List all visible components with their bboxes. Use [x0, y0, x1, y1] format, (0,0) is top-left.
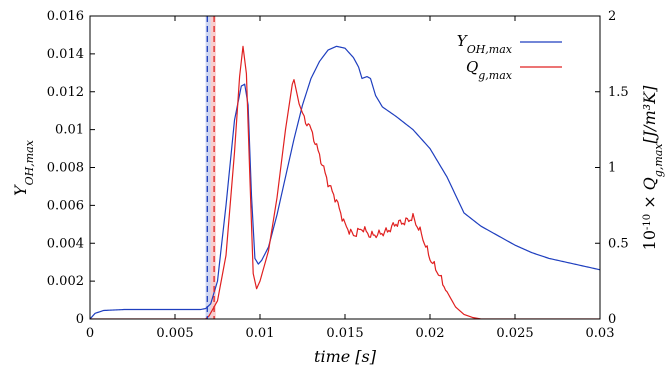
x-tick-label: 0.02 [416, 326, 445, 341]
legend: YOH,max Qg,max [457, 32, 562, 82]
x-tick-label: 0.005 [156, 326, 193, 341]
series-layer [90, 45, 600, 319]
y-left-tick-label: 0.008 [47, 161, 84, 176]
ignition-band-1 [210, 16, 216, 319]
y-right-tick-label: 1.5 [608, 85, 629, 100]
y-left-tick-label: 0.01 [55, 123, 84, 138]
y-left-tick-label: 0.012 [47, 85, 84, 100]
ignition-bands [205, 16, 216, 319]
y-left-tick-label: 0.006 [47, 198, 84, 213]
series-line-yoh [90, 45, 600, 319]
y-left-tick-label: 0.004 [47, 236, 84, 251]
series-line-qg [90, 45, 600, 319]
y-right-axis-title: 10-10 × Qg,max[J/m³K] [640, 85, 665, 250]
y-left-tick-label: 0.014 [47, 47, 84, 62]
ignition-markers [206, 16, 215, 319]
legend-label-qg: Qg,max [466, 58, 513, 82]
y-left-axis-label: YOH,max [11, 139, 36, 196]
y-left-tick-label: 0 [76, 312, 84, 327]
x-tick-label: 0.01 [246, 326, 275, 341]
y-left-tick-label: 0.002 [47, 274, 84, 289]
x-tick-label: 0.015 [326, 326, 363, 341]
x-axis-title: time [s] [314, 347, 377, 366]
ignition-band-0 [205, 16, 211, 319]
plot-frame [89, 15, 601, 320]
y-right-tick-label: 0 [608, 312, 616, 327]
y-left-tick-label: 0.016 [47, 9, 84, 24]
y-right-tick-label: 1 [608, 161, 616, 176]
legend-label-yoh: YOH,max [457, 32, 513, 56]
axis-ticks: 0 0.005 0.01 0.015 0.02 0.025 0.0300.0020.0040… [47, 9, 629, 341]
x-tick-label: 0.03 [586, 326, 615, 341]
x-tick-label: 0.025 [496, 326, 533, 341]
y-right-axis-label: 10-10 × Qg,max[J/m³K] [640, 85, 665, 250]
y-right-tick-label: 2 [608, 9, 616, 24]
x-axis-label: time [s] [314, 347, 377, 366]
y-left-axis-title: YOH,max [11, 139, 36, 196]
x-tick-label: 0 [86, 326, 94, 341]
y-right-tick-label: 0.5 [608, 236, 629, 251]
